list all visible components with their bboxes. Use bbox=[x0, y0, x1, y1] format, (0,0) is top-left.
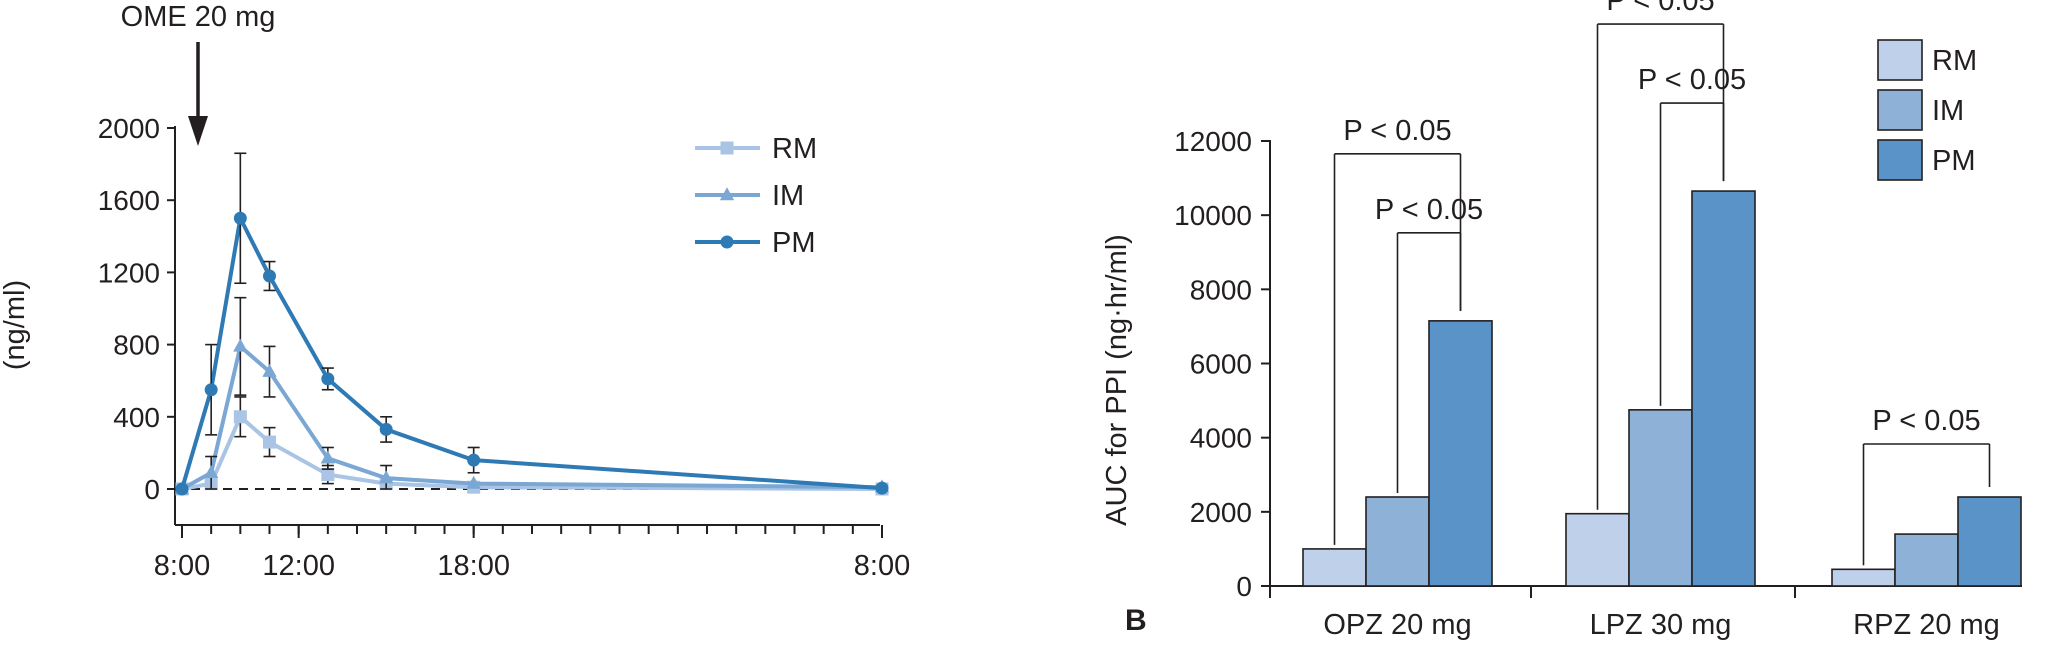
significance-bracket: P < 0.05 bbox=[1375, 194, 1483, 493]
legend-item-rm: RM bbox=[1877, 39, 1977, 81]
y-tick-label: 0 bbox=[144, 474, 160, 505]
panel-b-label: B bbox=[1125, 604, 1147, 637]
legend-item-im: IM bbox=[1877, 89, 1964, 131]
significance-label: P < 0.05 bbox=[1638, 64, 1746, 96]
point-marker-triangle bbox=[233, 338, 248, 352]
y-tick-label: 1600 bbox=[98, 185, 160, 216]
point-marker-triangle bbox=[466, 475, 481, 489]
legend-swatch bbox=[1877, 139, 1923, 181]
panel-a-y-axis-label: (ng/ml) bbox=[0, 280, 31, 370]
series-im bbox=[174, 296, 890, 495]
legend-swatch bbox=[1877, 89, 1923, 131]
point-marker-square bbox=[321, 468, 335, 482]
significance-label: P < 0.05 bbox=[1606, 0, 1714, 17]
bar-pm bbox=[1691, 190, 1756, 587]
category-label: RPZ 20 mg bbox=[1853, 609, 2000, 641]
point-marker-circle bbox=[720, 235, 734, 249]
point-marker-circle bbox=[233, 211, 247, 225]
x-tick-label: 8:00 bbox=[154, 550, 210, 582]
point-marker-square bbox=[720, 141, 734, 155]
panel-a-series bbox=[174, 152, 890, 496]
y-tick-label: 2000 bbox=[98, 113, 160, 144]
y-tick-label: 800 bbox=[113, 330, 160, 361]
significance-label: P < 0.05 bbox=[1872, 405, 1980, 437]
point-marker-triangle bbox=[379, 470, 394, 484]
legend-label: PM bbox=[1932, 145, 1976, 177]
point-marker-triangle bbox=[719, 187, 735, 201]
point-marker-square bbox=[263, 435, 276, 449]
dose-annotation: OME 20 mg bbox=[121, 1, 276, 33]
point-marker-circle bbox=[204, 383, 218, 397]
y-tick-label: 10000 bbox=[1174, 200, 1252, 231]
legend-label: IM bbox=[772, 180, 804, 212]
y-tick-label: 8000 bbox=[1190, 274, 1252, 305]
category-label: OPZ 20 mg bbox=[1323, 609, 1471, 641]
legend-item-rm: RM bbox=[695, 133, 817, 165]
legend-label: RM bbox=[1932, 45, 1977, 77]
series-line-im bbox=[181, 344, 883, 491]
point-marker-circle bbox=[467, 453, 481, 467]
y-tick-label: 400 bbox=[113, 402, 160, 433]
legend-label: PM bbox=[772, 227, 816, 259]
panel-a-line-chart: OME 20 mg (ng/ml) 0 400 800 1200 1600 2000 8:… bbox=[0, 1, 910, 582]
point-marker-circle bbox=[175, 482, 189, 496]
x-tick-label: 8:00 bbox=[854, 550, 910, 582]
point-marker-triangle bbox=[204, 464, 219, 478]
point-marker-triangle bbox=[320, 450, 335, 464]
point-marker-circle bbox=[321, 372, 335, 386]
panel-b-y-axis-label: AUC for PPI (ng·hr/ml) bbox=[1101, 234, 1133, 526]
panel-b-bars bbox=[1302, 190, 2022, 587]
bar-pm bbox=[1957, 496, 2022, 587]
point-marker-triangle bbox=[262, 363, 277, 377]
significance-label: P < 0.05 bbox=[1343, 115, 1451, 147]
bar-rm bbox=[1831, 568, 1896, 587]
bar-im bbox=[1365, 496, 1430, 587]
legend-label: IM bbox=[1932, 95, 1964, 127]
y-tick-label: 12000 bbox=[1174, 126, 1252, 157]
legend-label: RM bbox=[772, 133, 817, 165]
y-tick-label: 4000 bbox=[1190, 423, 1252, 454]
bar-rm bbox=[1302, 548, 1367, 587]
category-label: LPZ 30 mg bbox=[1590, 609, 1732, 641]
panel-b-x-ticks: OPZ 20 mg LPZ 30 mg RPZ 20 mg bbox=[1269, 586, 2000, 641]
series-pm bbox=[175, 152, 889, 496]
significance-bracket: P < 0.05 bbox=[1333, 115, 1462, 545]
legend-item-pm: PM bbox=[1877, 139, 1976, 181]
significance-label: P < 0.05 bbox=[1375, 194, 1483, 226]
y-tick-label: 1200 bbox=[98, 257, 160, 288]
legend-item-pm: PM bbox=[695, 227, 816, 259]
panel-a-y-ticks: 0 400 800 1200 1600 2000 bbox=[98, 113, 175, 505]
point-marker-circle bbox=[875, 481, 889, 495]
legend-item-im: IM bbox=[695, 180, 804, 212]
bar-im bbox=[1894, 533, 1959, 587]
y-tick-label: 0 bbox=[1236, 571, 1252, 602]
x-tick-label: 12:00 bbox=[262, 550, 335, 582]
significance-bracket: P < 0.05 bbox=[1638, 64, 1746, 406]
x-tick-label: 18:00 bbox=[437, 550, 510, 582]
point-marker-circle bbox=[379, 422, 393, 436]
dose-arrow-head bbox=[188, 116, 208, 146]
panel-a-x-ticks: 8:00 12:00 18:00 8:00 bbox=[154, 525, 910, 582]
significance-bracket: P < 0.05 bbox=[1862, 405, 1991, 566]
significance-bracket: P < 0.05 bbox=[1596, 0, 1725, 510]
legend-swatch bbox=[1877, 39, 1923, 81]
bar-pm bbox=[1428, 320, 1493, 587]
panel-b-legend: RM IM PM bbox=[1877, 39, 1977, 181]
y-tick-label: 6000 bbox=[1190, 349, 1252, 380]
panel-b-bar-chart: AUC for PPI (ng·hr/ml) B 0 2000 4000 6000 80… bbox=[1101, 0, 2022, 641]
bar-im bbox=[1628, 409, 1693, 587]
panel-a-legend: RM IM PM bbox=[695, 133, 817, 259]
panel-b-significance-brackets: P < 0.05 P < 0.05 P < 0.05 P < 0.05 P < 0.05 bbox=[1333, 0, 1991, 566]
panel-b-y-ticks: 0 2000 4000 6000 8000 10000 12000 bbox=[1174, 126, 1270, 602]
bar-rm bbox=[1565, 512, 1630, 587]
point-marker-square bbox=[233, 410, 247, 424]
y-tick-label: 2000 bbox=[1190, 497, 1252, 528]
series-line-rm bbox=[181, 414, 883, 491]
series-line-pm bbox=[180, 216, 883, 491]
point-marker-circle bbox=[263, 269, 276, 283]
